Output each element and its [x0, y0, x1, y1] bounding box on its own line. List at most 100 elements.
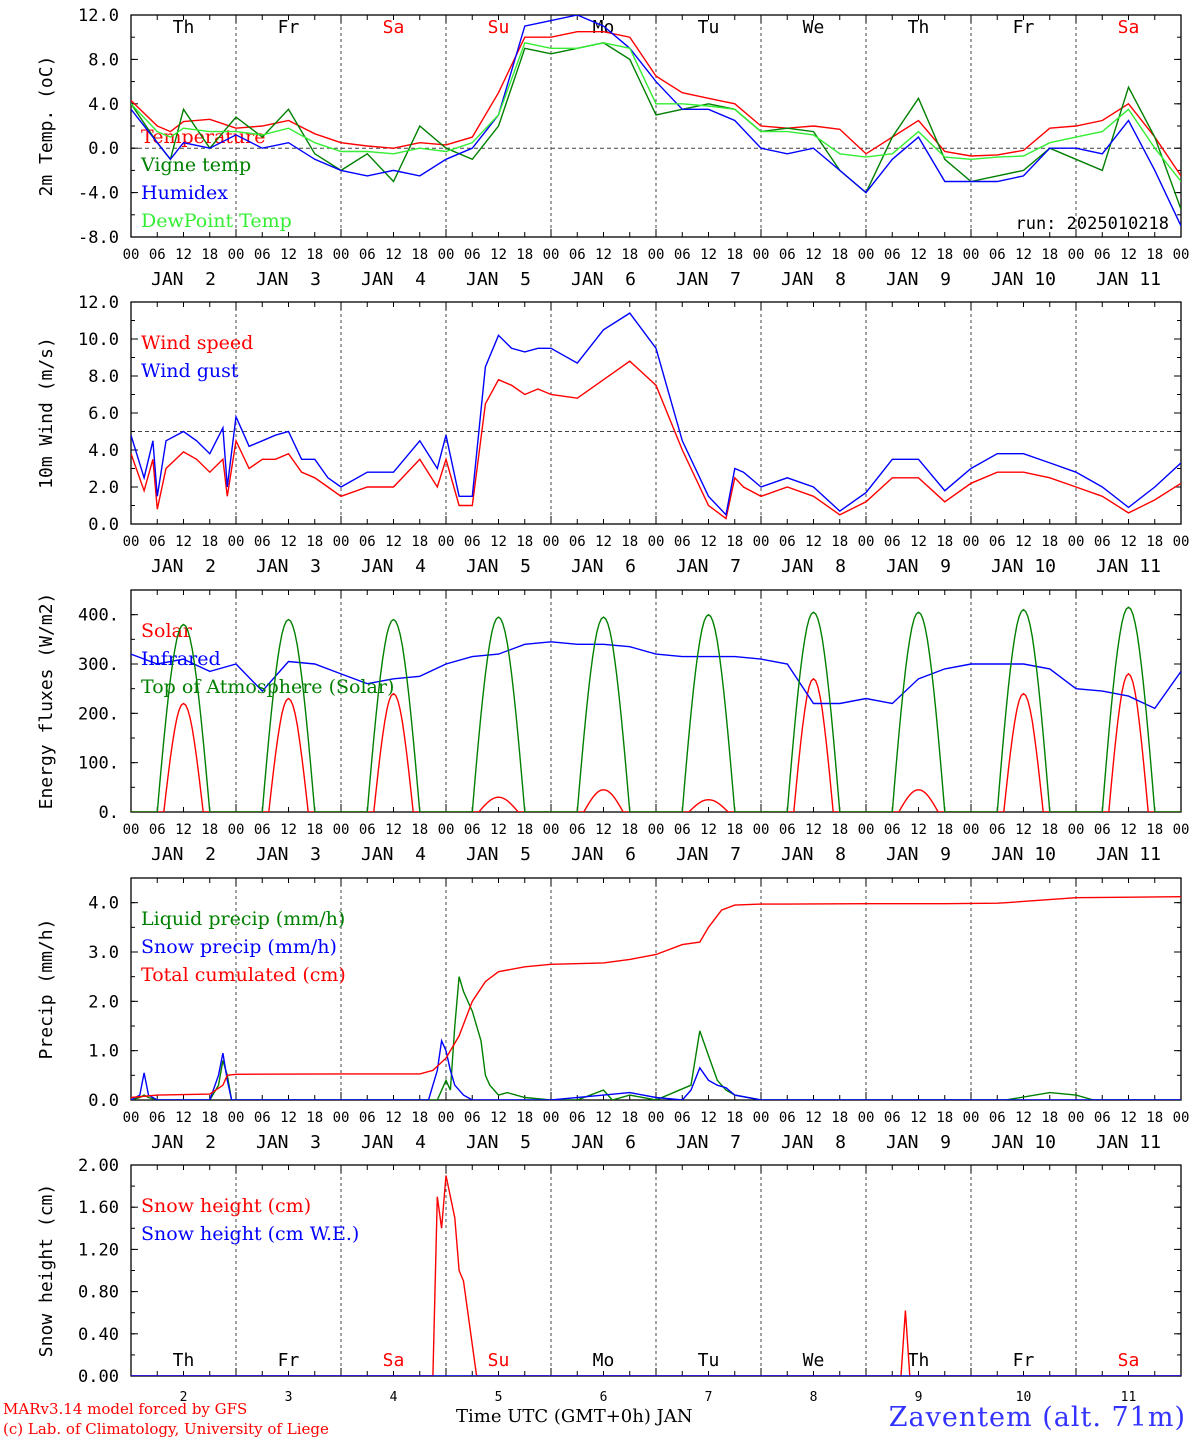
day-number: 6 — [600, 1390, 608, 1405]
hour-label: 00 — [858, 534, 875, 550]
hour-label: 00 — [543, 534, 560, 550]
y-tick-label: 4.0 — [88, 95, 119, 115]
hour-label: 06 — [359, 822, 376, 838]
series-line-wind-gust — [131, 312, 1181, 517]
hour-label: 06 — [149, 822, 166, 838]
hour-label: 12 — [700, 534, 717, 550]
series-line-wind-speed — [131, 360, 1181, 520]
hour-label: 12 — [1120, 247, 1137, 263]
date-label: JAN 10 — [991, 1132, 1056, 1153]
hour-label: 18 — [306, 822, 323, 838]
hour-label: 18 — [1146, 534, 1163, 550]
hour-label: 18 — [1041, 822, 1058, 838]
date-label: JAN 7 — [676, 269, 741, 290]
hour-label: 06 — [569, 822, 586, 838]
hour-label: 12 — [1120, 822, 1137, 838]
hour-label: 06 — [359, 1110, 376, 1126]
hour-label: 00 — [123, 822, 140, 838]
hour-label: 06 — [464, 534, 481, 550]
hour-label: 06 — [1094, 534, 1111, 550]
y-tick-label: 0.40 — [78, 1325, 119, 1345]
hour-label: 06 — [254, 1110, 271, 1126]
hour-label: 06 — [569, 247, 586, 263]
hour-label: 18 — [411, 1110, 428, 1126]
hour-label: 12 — [805, 534, 822, 550]
hour-label: 18 — [306, 1110, 323, 1126]
hour-label: 06 — [989, 534, 1006, 550]
series-line-vigne-temp — [131, 42, 1181, 210]
hour-label: 18 — [726, 247, 743, 263]
hour-label: 06 — [149, 247, 166, 263]
series-line-top-of-atmosphere-solar- — [131, 606, 1181, 812]
y-tick-label: 10.0 — [78, 330, 119, 350]
date-label: JAN 6 — [571, 556, 636, 577]
hour-label: 00 — [1068, 822, 1085, 838]
hour-label: 06 — [569, 534, 586, 550]
hour-label: 18 — [831, 247, 848, 263]
series-line-humidex — [131, 15, 1181, 227]
hour-label: 06 — [674, 247, 691, 263]
hour-label: 06 — [884, 534, 901, 550]
y-axis-label: Snow height (cm) — [36, 1184, 57, 1357]
hour-label: 12 — [910, 1110, 927, 1126]
hour-label: 00 — [333, 247, 350, 263]
date-label: JAN 10 — [991, 269, 1056, 290]
weekday-label: Sa — [383, 17, 405, 38]
y-axis-label: 2m Temp. (oC) — [36, 56, 57, 197]
y-tick-label: 300. — [78, 655, 119, 675]
hour-label: 18 — [306, 534, 323, 550]
hour-label: 12 — [595, 534, 612, 550]
hour-label: 00 — [333, 822, 350, 838]
date-label: JAN 2 — [151, 1132, 216, 1153]
date-label: JAN 6 — [571, 844, 636, 865]
y-tick-label: 0.00 — [78, 1367, 119, 1387]
hour-label: 18 — [516, 822, 533, 838]
hour-label: 18 — [621, 822, 638, 838]
y-tick-label: -8.0 — [78, 228, 119, 248]
hour-label: 00 — [648, 534, 665, 550]
legend-entry: Solar — [141, 620, 193, 642]
panel-5: 0.00 0.40 0.80 1.20 1.60 2.00 Snow height (cm)… — [36, 1156, 1182, 1405]
y-tick-label: -4.0 — [78, 184, 119, 204]
y-tick-label: 12.0 — [78, 293, 119, 313]
hour-label: 00 — [228, 534, 245, 550]
hour-label: 06 — [989, 247, 1006, 263]
hour-label: 06 — [674, 1110, 691, 1126]
date-label: JAN 8 — [781, 556, 846, 577]
hour-label: 00 — [858, 1110, 875, 1126]
hour-label: 18 — [411, 247, 428, 263]
hour-label: 12 — [700, 247, 717, 263]
date-label: JAN 7 — [676, 1132, 741, 1153]
y-axis-label: Precip (mm/h) — [36, 919, 57, 1060]
date-label: JAN 9 — [886, 1132, 951, 1153]
hour-label: 12 — [175, 1110, 192, 1126]
hour-label: 06 — [1094, 247, 1111, 263]
series-line-total-cumulated-cm- — [131, 896, 1181, 1099]
hour-label: 18 — [621, 534, 638, 550]
hour-label: 06 — [1094, 1110, 1111, 1126]
hour-label: 18 — [726, 1110, 743, 1126]
hour-label: 12 — [1015, 534, 1032, 550]
hour-label: 12 — [385, 822, 402, 838]
date-label: JAN 3 — [256, 556, 321, 577]
legend-entry: Wind speed — [141, 332, 253, 354]
hour-label: 00 — [123, 247, 140, 263]
series-line-solar — [131, 672, 1181, 812]
hour-label: 00 — [228, 247, 245, 263]
panel-3: 0. 100. 200. 300. 400. Energy fluxes (W/m2) 00… — [36, 589, 1189, 865]
hour-label: 12 — [805, 822, 822, 838]
date-label: JAN 9 — [886, 844, 951, 865]
hour-label: 12 — [595, 1110, 612, 1126]
date-label: JAN 9 — [886, 556, 951, 577]
weekday-label: Su — [488, 1350, 510, 1371]
date-label: JAN 2 — [151, 844, 216, 865]
date-label: JAN 4 — [361, 1132, 426, 1153]
hour-label: 00 — [1173, 247, 1190, 263]
hour-label: 00 — [438, 247, 455, 263]
y-tick-label: 4.0 — [88, 441, 119, 461]
hour-label: 06 — [884, 822, 901, 838]
hour-label: 12 — [1120, 534, 1137, 550]
y-tick-label: 200. — [78, 704, 119, 724]
hour-label: 00 — [543, 1110, 560, 1126]
